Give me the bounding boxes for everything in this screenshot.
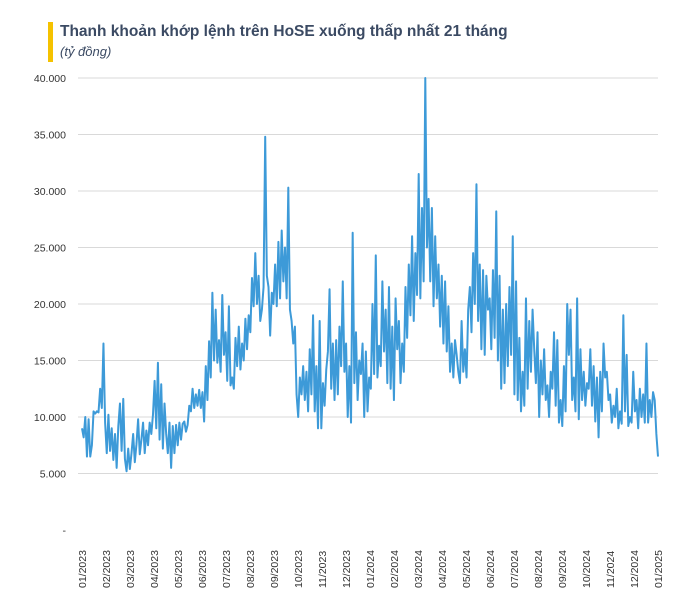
x-tick-label: 06/2023 xyxy=(197,550,209,588)
x-tick-label: 08/2024 xyxy=(533,550,545,588)
x-tick-label: 10/2023 xyxy=(293,550,305,588)
chart-title: Thanh khoản khớp lệnh trên HoSE xuống th… xyxy=(60,23,508,40)
y-axis-ticks: - 5.000 10.000 15.000 20.000 25.000 30.000 35.0… xyxy=(34,73,67,537)
x-tick-label: 10/2024 xyxy=(581,550,593,588)
x-tick-label: 06/2024 xyxy=(485,550,497,588)
x-tick-label: 01/2023 xyxy=(77,550,89,588)
x-tick-label: 05/2023 xyxy=(173,550,185,588)
x-tick-label: 09/2024 xyxy=(557,550,569,588)
y-tick-label: 20.000 xyxy=(34,299,66,311)
y-tick-label: 25.000 xyxy=(34,243,66,255)
y-tick-label: 15.000 xyxy=(34,356,66,368)
x-tick-label: 11/2023 xyxy=(317,551,329,588)
x-tick-label: 04/2024 xyxy=(437,550,449,588)
liquidity-series-line xyxy=(81,77,659,473)
x-tick-label: 03/2023 xyxy=(125,550,137,588)
y-tick-label: 30.000 xyxy=(34,186,66,198)
x-tick-label: 02/2023 xyxy=(101,550,113,588)
x-tick-label: 12/2023 xyxy=(341,550,353,588)
y-tick-label: 35.000 xyxy=(34,130,66,142)
x-tick-label: 01/2024 xyxy=(365,550,377,588)
y-tick-label: 10.000 xyxy=(34,412,66,424)
x-tick-label: 02/2024 xyxy=(389,550,401,588)
x-tick-label: 07/2024 xyxy=(509,550,521,588)
y-tick-label: 5.000 xyxy=(40,469,66,481)
x-axis-ticks: 01/2023 02/2023 03/2023 04/2023 05/2023 06/20… xyxy=(77,550,665,588)
x-tick-label: 01/2025 xyxy=(653,550,665,588)
x-tick-label: 04/2023 xyxy=(149,550,161,588)
x-tick-label: 11/2024 xyxy=(605,551,617,588)
x-tick-label: 07/2023 xyxy=(221,550,233,588)
y-tick-label: - xyxy=(63,525,67,537)
x-tick-label: 08/2023 xyxy=(245,550,257,588)
x-tick-label: 03/2024 xyxy=(413,550,425,588)
x-tick-label: 12/2024 xyxy=(629,550,641,588)
x-tick-label: 09/2023 xyxy=(269,550,281,588)
title-accent-bar xyxy=(48,22,53,62)
unit-label: (tỷ đồng) xyxy=(60,44,112,59)
x-tick-label: 05/2024 xyxy=(461,550,473,588)
y-tick-label: 40.000 xyxy=(34,73,66,85)
